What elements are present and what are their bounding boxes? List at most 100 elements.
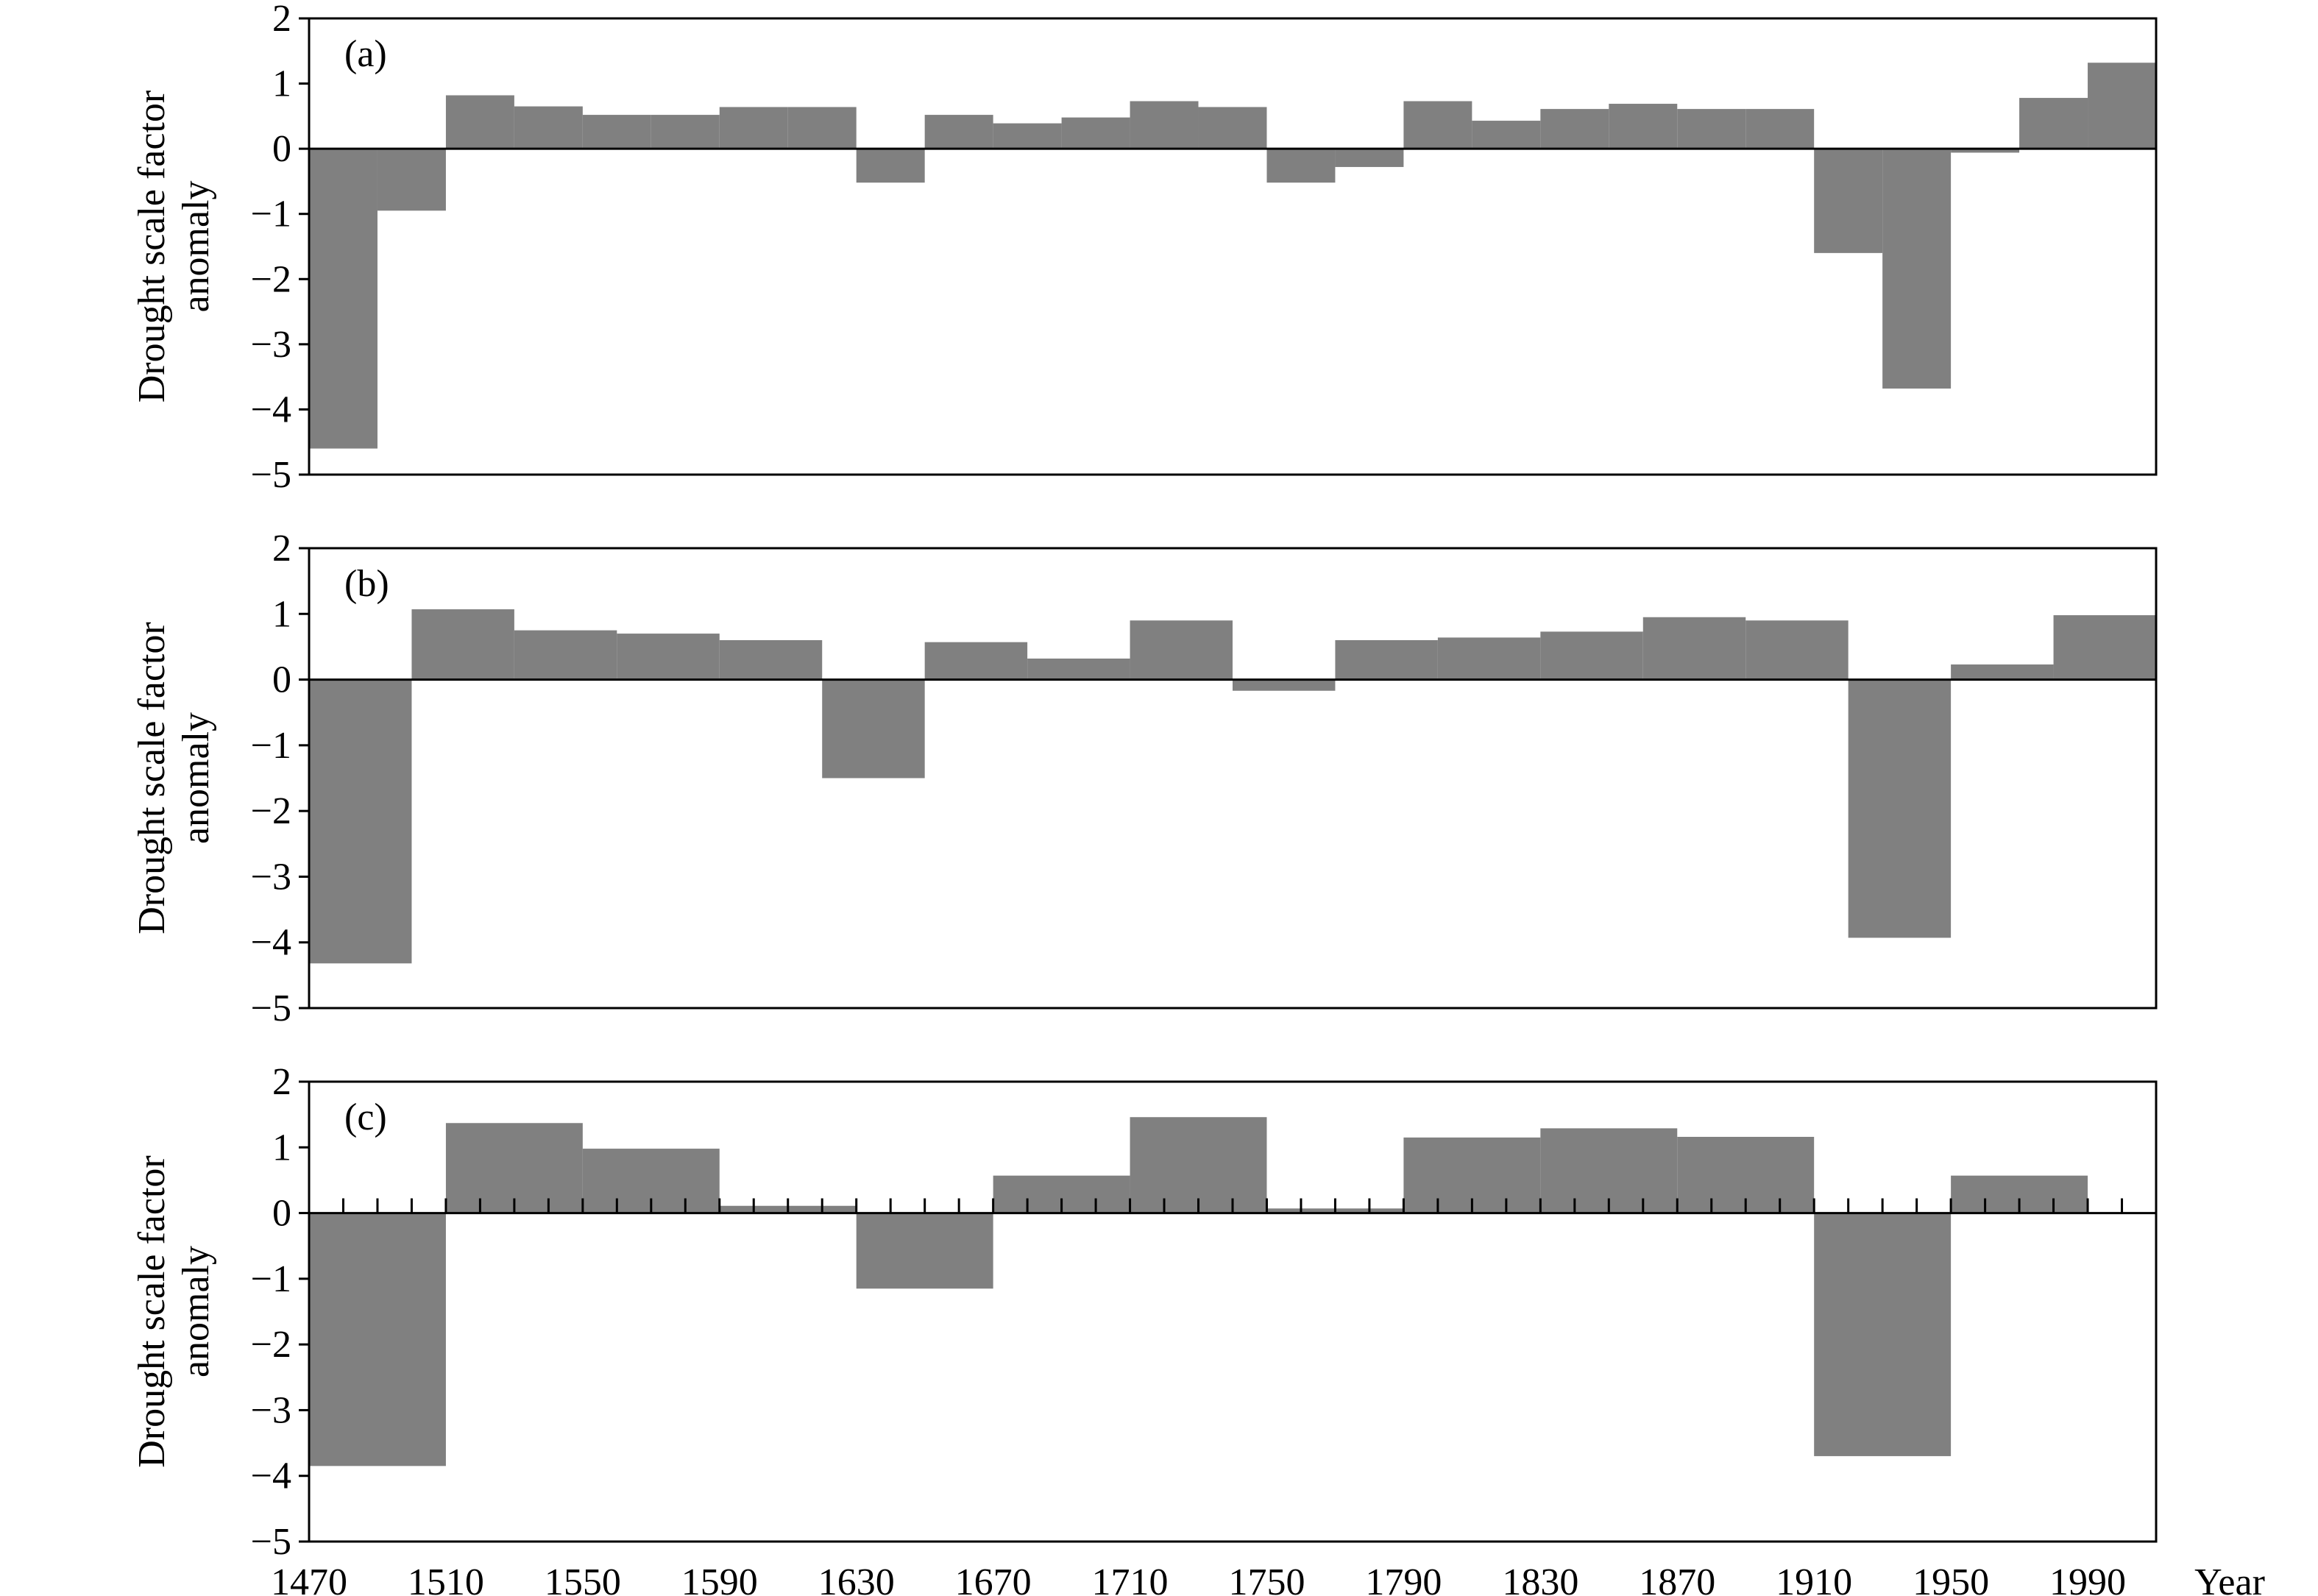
panel-label: (b) xyxy=(344,563,389,605)
bar-b-0 xyxy=(309,679,412,964)
y-tick-label: −3 xyxy=(251,1389,291,1431)
bar-a-18 xyxy=(1540,109,1609,149)
bar-b-10 xyxy=(1335,640,1438,680)
bar-b-11 xyxy=(1437,637,1541,680)
bar-b-15 xyxy=(1848,679,1952,938)
y-tick-label: −1 xyxy=(251,1258,291,1300)
y-axis-label: anomaly xyxy=(175,1246,217,1377)
y-axis-label: anomaly xyxy=(175,180,217,312)
x-tick-label: 1670 xyxy=(955,1561,1032,1596)
x-axis-label: Year xyxy=(2194,1561,2265,1596)
plot-frame xyxy=(308,1080,2158,1543)
bar-b-9 xyxy=(1233,679,1336,691)
bar-a-1 xyxy=(377,149,446,211)
y-tick-label: −4 xyxy=(251,389,291,430)
y-tick-label: 0 xyxy=(272,1193,291,1235)
bar-a-3 xyxy=(514,106,583,149)
bar-b-6 xyxy=(924,642,1028,680)
plot-frame xyxy=(308,547,2158,1010)
bar-a-11 xyxy=(1061,117,1130,149)
y-tick-label: −2 xyxy=(251,258,291,300)
bar-b-1 xyxy=(411,609,514,680)
y-tick-label: 0 xyxy=(272,659,291,701)
bar-b-3 xyxy=(617,634,720,680)
y-tick-label: −3 xyxy=(251,856,291,898)
x-tick-label: 1710 xyxy=(1092,1561,1169,1596)
bar-b-14 xyxy=(1745,620,1849,680)
plot-frame xyxy=(308,17,2158,476)
y-tick-label: 1 xyxy=(272,63,291,105)
y-axis-label: Drought scale factor xyxy=(131,1155,173,1467)
bar-a-12 xyxy=(1130,101,1199,149)
bar-a-17 xyxy=(1472,121,1541,149)
bar-c-4 xyxy=(856,1213,993,1289)
bar-a-22 xyxy=(1814,149,1883,253)
y-tick-label: 2 xyxy=(272,1061,291,1103)
bar-b-13 xyxy=(1642,617,1746,680)
y-axis-label: Drought scale factor xyxy=(131,91,173,402)
bar-b-17 xyxy=(2053,615,2156,680)
panel-c: 2 1 0 −1 −2 −3 −4 −5 (c) Drought scale factor anom… xyxy=(131,1061,2265,1596)
panel-label: (c) xyxy=(344,1096,387,1138)
bar-b-4 xyxy=(719,640,823,680)
bar-b-16 xyxy=(1951,664,2054,680)
bar-b-5 xyxy=(822,679,925,779)
bar-a-7 xyxy=(787,107,857,149)
x-tick-label: 1830 xyxy=(1502,1561,1578,1596)
bar-c-6 xyxy=(1130,1117,1267,1213)
bar-b-12 xyxy=(1540,631,1643,680)
bar-a-8 xyxy=(856,149,925,183)
bar-a-23 xyxy=(1882,149,1952,389)
y-tick-label: 0 xyxy=(272,128,291,170)
y-tick-label: −1 xyxy=(251,194,291,235)
bar-a-21 xyxy=(1745,109,1815,149)
y-tick-label: −5 xyxy=(251,1521,291,1563)
bar-a-5 xyxy=(651,115,720,149)
bar-a-16 xyxy=(1403,101,1472,149)
y-tick-label: −2 xyxy=(251,790,291,832)
bar-a-6 xyxy=(719,107,788,149)
y-tick-label: 2 xyxy=(272,0,291,40)
x-tick-label: 1870 xyxy=(1639,1561,1715,1596)
bar-a-14 xyxy=(1266,149,1336,183)
bar-a-26 xyxy=(2088,63,2156,149)
panel-label: (a) xyxy=(344,33,387,75)
y-tick-label: −4 xyxy=(251,922,291,964)
y-tick-label: 1 xyxy=(272,593,291,635)
bar-c-1 xyxy=(445,1123,583,1213)
y-tick-label: −1 xyxy=(251,725,291,767)
y-tick-label: −5 xyxy=(251,987,291,1029)
bar-a-9 xyxy=(924,115,993,149)
bar-a-25 xyxy=(2019,98,2088,149)
panel-a: 2 1 0 −1 −2 −3 −4 −5 (a) Drought scale factor anom… xyxy=(131,0,2158,496)
bar-b-7 xyxy=(1027,659,1130,680)
y-tick-label: −2 xyxy=(251,1324,291,1366)
bar-a-20 xyxy=(1677,109,1746,149)
x-tick-label: 1750 xyxy=(1228,1561,1305,1596)
bar-a-2 xyxy=(445,95,514,149)
y-tick-label: −3 xyxy=(251,324,291,366)
x-tick-label: 1950 xyxy=(1913,1561,1989,1596)
panel-b: 2 1 0 −1 −2 −3 −4 −5 (b) Drought scale factor anom… xyxy=(131,528,2158,1029)
y-tick-label: 1 xyxy=(272,1127,291,1168)
x-tick-label: 1470 xyxy=(271,1561,347,1596)
bar-a-15 xyxy=(1335,149,1404,167)
x-tick-label: 1510 xyxy=(408,1561,484,1596)
x-tick-label: 1590 xyxy=(681,1561,758,1596)
bar-a-4 xyxy=(582,115,651,149)
bar-b-2 xyxy=(514,630,617,680)
bar-a-19 xyxy=(1609,104,1678,149)
bar-c-0 xyxy=(309,1213,446,1466)
x-tick-label: 1910 xyxy=(1776,1561,1852,1596)
bar-a-24 xyxy=(1951,149,2020,153)
bar-a-13 xyxy=(1198,107,1267,149)
x-tick-label: 1790 xyxy=(1365,1561,1442,1596)
y-tick-label: 2 xyxy=(272,528,291,570)
y-tick-label: −5 xyxy=(251,454,291,496)
x-tick-label: 1990 xyxy=(2049,1561,2126,1596)
x-tick-label: 1550 xyxy=(545,1561,621,1596)
y-tick-label: −4 xyxy=(251,1455,291,1497)
bar-a-0 xyxy=(309,149,378,449)
bar-a-10 xyxy=(993,123,1062,149)
